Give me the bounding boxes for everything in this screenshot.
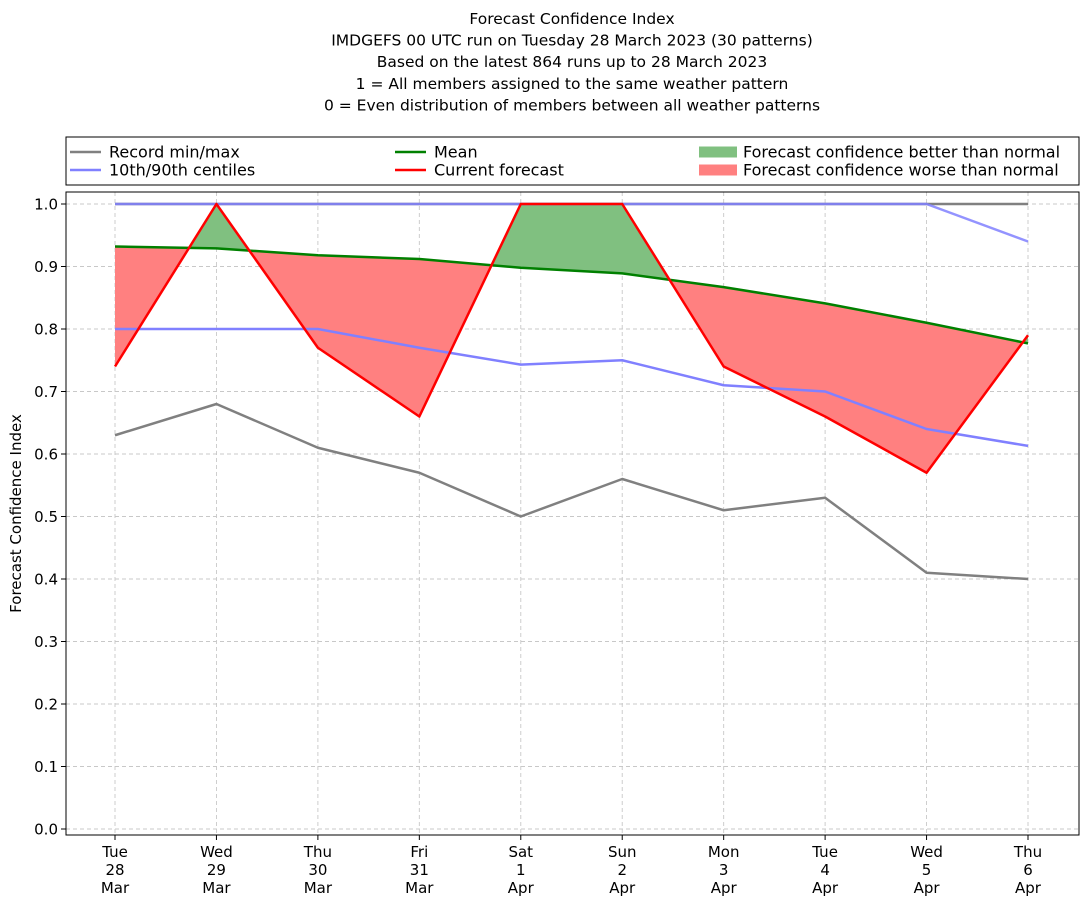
series-line-record-min	[114, 402, 1029, 581]
y-tick-label: 0.6	[34, 446, 58, 464]
x-tick-label: 6	[1023, 861, 1033, 879]
x-tick-label: Apr	[609, 879, 636, 897]
y-tick-label: 0.9	[34, 258, 58, 276]
x-tick-label: 1	[516, 861, 526, 879]
y-tick-label: 0.1	[34, 758, 58, 776]
x-tick-label: Mon	[708, 843, 740, 861]
x-tick-label: 28	[105, 861, 124, 879]
confidence-fills	[115, 204, 1028, 473]
x-tick-label: 5	[922, 861, 932, 879]
series-line-current	[113, 202, 1030, 474]
chart-title-line: Based on the latest 864 runs up to 28 Ma…	[377, 53, 768, 71]
legend-swatch	[699, 164, 737, 176]
x-tick-label: Mar	[304, 879, 333, 897]
x-tick-label: Tue	[811, 843, 838, 861]
x-tick-label: 2	[617, 861, 627, 879]
x-tick-label: Apr	[508, 879, 535, 897]
y-tick-label: 0.2	[34, 696, 58, 714]
fill-worse-than-normal	[249, 250, 492, 417]
x-tick-label: 29	[207, 861, 226, 879]
x-tick-label: Mar	[405, 879, 434, 897]
plot-frame	[65, 191, 1080, 836]
y-tick-label: 0.4	[34, 571, 58, 589]
legend-label: 10th/90th centiles	[109, 161, 255, 180]
fill-worse-than-normal	[669, 279, 1023, 473]
x-tick-label: 3	[719, 861, 729, 879]
legend-label: Record min/max	[109, 143, 240, 162]
series-line-mean	[114, 245, 1029, 345]
x-tick-label: Mar	[101, 879, 130, 897]
x-tick-label: Tue	[101, 843, 128, 861]
gridlines	[66, 192, 1079, 835]
x-tick-label: Thu	[303, 843, 332, 861]
y-tick-label: 0.8	[34, 321, 58, 339]
y-tick-label: 1.0	[34, 196, 58, 214]
legend-label: Forecast confidence worse than normal	[743, 161, 1059, 180]
x-tick-label: Sat	[508, 843, 533, 861]
x-tick-label: Mar	[202, 879, 231, 897]
x-tick-label: 31	[410, 861, 429, 879]
x-tick-label: Apr	[1015, 879, 1042, 897]
fill-better-than-normal	[189, 204, 250, 251]
y-tick-label: 0.0	[34, 821, 58, 839]
x-tick-label: Apr	[914, 879, 941, 897]
chart-title-line: Forecast Confidence Index	[469, 10, 674, 28]
x-tick-label: Wed	[200, 843, 233, 861]
x-tick-label: 4	[820, 861, 830, 879]
legend-label: Forecast confidence better than normal	[743, 143, 1060, 162]
chart-title-line: IMDGEFS 00 UTC run on Tuesday 28 March 2…	[331, 32, 813, 50]
chart-title-line: 1 = All members assigned to the same wea…	[356, 75, 789, 93]
y-tick-label: 0.7	[34, 383, 58, 401]
legend-frame	[65, 136, 1080, 186]
x-tick-label: Sun	[608, 843, 637, 861]
fill-better-than-normal	[491, 204, 670, 280]
series-line-p10	[115, 327, 1029, 448]
x-tick-label: Apr	[812, 879, 839, 897]
x-axis: Tue28MarWed29MarThu30MarFri31MarSat1AprS…	[101, 835, 1042, 897]
y-axis-label: Forecast Confidence Index	[7, 414, 25, 613]
y-tick-label: 0.5	[34, 508, 58, 526]
legend-label: Current forecast	[434, 161, 564, 180]
y-tick-label: 0.3	[34, 633, 58, 651]
x-tick-label: Wed	[910, 843, 943, 861]
x-tick-label: Fri	[410, 843, 428, 861]
x-tick-label: 30	[308, 861, 327, 879]
x-tick-label: Apr	[711, 879, 738, 897]
chart-title: Forecast Confidence Index IMDGEFS 00 UTC …	[324, 10, 820, 114]
legend-label: Mean	[434, 143, 478, 162]
legend-swatch	[699, 146, 737, 158]
series-lines	[113, 202, 1030, 581]
chart-title-line: 0 = Even distribution of members between…	[324, 96, 820, 114]
x-tick-label: Thu	[1013, 843, 1042, 861]
y-axis: 0.0 0.1 0.2 0.3 0.4 0.5 0.6 0.7 0.8 0.9 1.0	[34, 196, 66, 839]
